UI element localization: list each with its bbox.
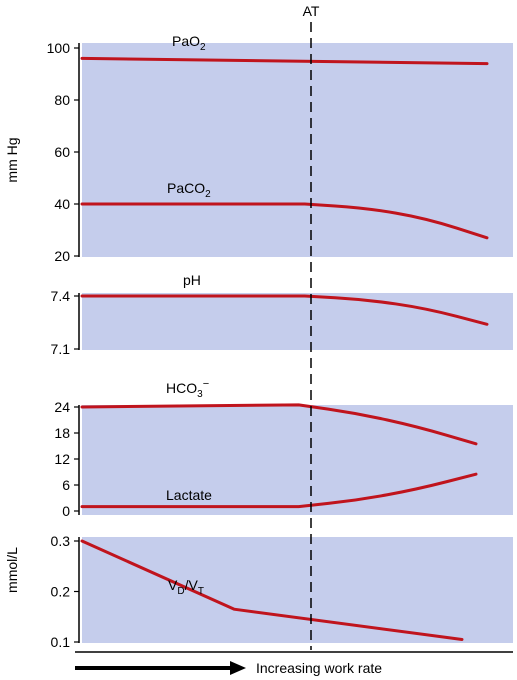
y-tick-label: 0.2 (51, 584, 71, 600)
x-arrow-head (230, 661, 246, 675)
y-tick-label: 0.3 (51, 533, 71, 549)
panel-acid-base: 0 6 12 18 24 HCO3− Lactate (54, 378, 513, 519)
panel-dead-space: 0.1 0.2 0.3 VD/VT mmol/L (4, 533, 513, 650)
at-marker-label: AT (303, 3, 320, 19)
y-axis-title: mm Hg (4, 137, 20, 182)
series-line (80, 403, 478, 446)
panel-background (82, 537, 513, 643)
y-tick-label: 0 (62, 503, 70, 519)
series-line (80, 472, 478, 509)
panel-background (82, 405, 513, 515)
y-tick-label: 80 (54, 92, 70, 108)
y-tick-label: 7.1 (51, 341, 71, 357)
panel-background (82, 43, 513, 257)
series-label: VD/VT (168, 577, 204, 597)
y-tick-label: 18 (54, 425, 70, 441)
series-label: Lactate (166, 487, 212, 503)
series-line (80, 539, 464, 641)
y-tick-label: 20 (54, 248, 70, 264)
y-tick-label: 6 (62, 477, 70, 493)
series-label: PaO2 (172, 33, 206, 53)
y-tick-label: 7.4 (51, 288, 71, 304)
y-tick-label: 60 (54, 144, 70, 160)
series-label: pH (183, 272, 201, 288)
y-tick-label: 100 (47, 40, 71, 56)
series-line (80, 202, 489, 240)
y-tick-label: 12 (54, 451, 70, 467)
series-line (80, 294, 489, 326)
panel-background (82, 293, 513, 350)
panel-pressure: 20 40 60 80 100 PaO2 PaCO2 mm Hg (4, 33, 513, 264)
series-line (80, 56, 489, 66)
x-axis-title: Increasing work rate (256, 660, 382, 676)
y-tick-label: 24 (54, 399, 70, 415)
y-tick-label: 0.1 (51, 634, 71, 650)
series-label: HCO3− (166, 378, 209, 400)
y-axis-title: mmol/L (4, 547, 20, 593)
series-label: PaCO2 (167, 180, 211, 200)
panel-ph: 7.1 7.4 pH (51, 272, 513, 357)
y-tick-label: 40 (54, 196, 70, 212)
